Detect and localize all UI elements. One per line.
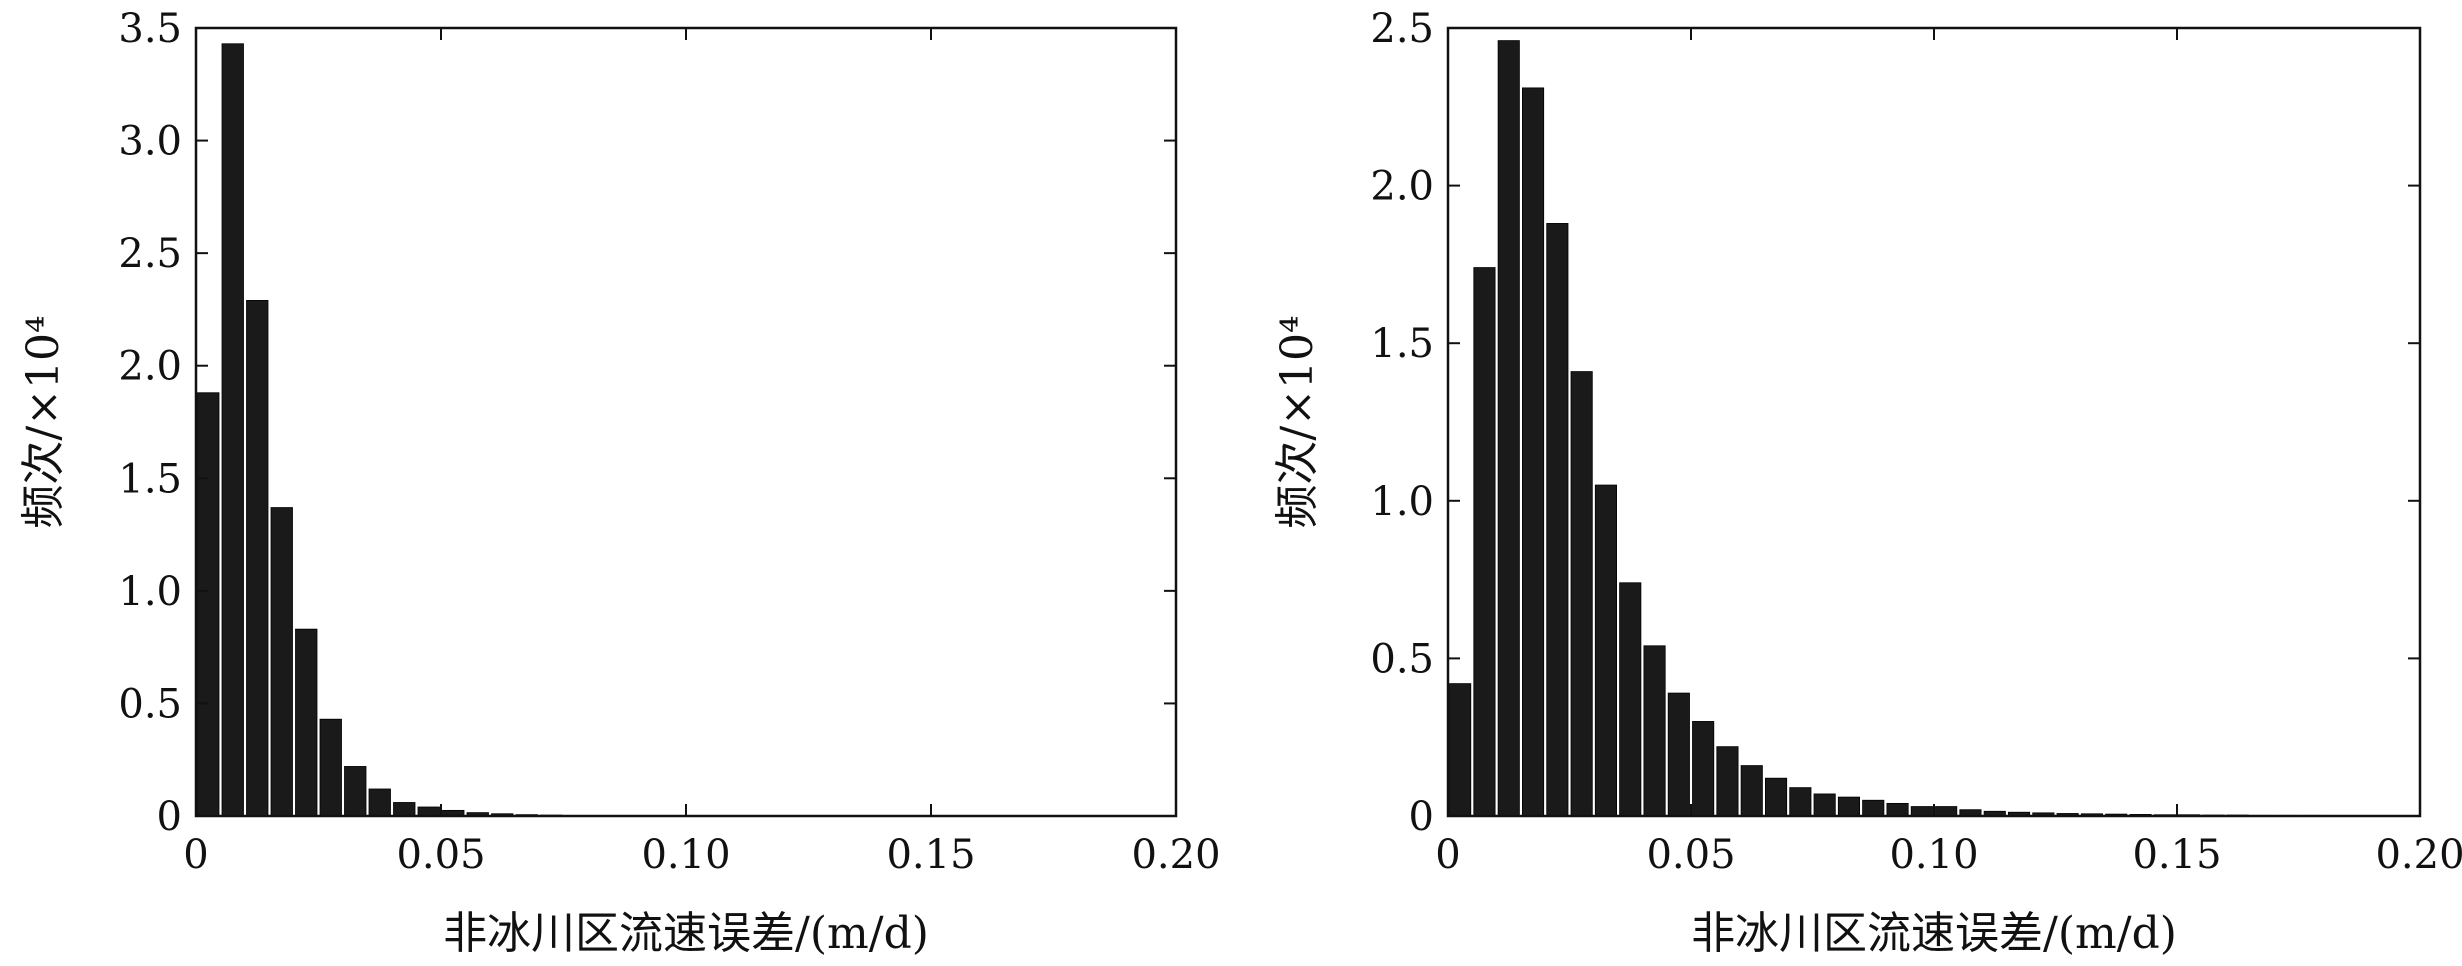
x-axis-title: 非冰川区流速误差/(m/d)	[443, 908, 929, 959]
y-tick-label: 3.0	[118, 119, 182, 165]
y-tick-label: 2.0	[118, 344, 182, 390]
histogram-bar	[319, 718, 342, 817]
x-tick-label: 0.20	[1131, 832, 1220, 878]
y-tick-label: 3.5	[118, 6, 182, 52]
histogram-bar	[417, 806, 440, 817]
histogram-bar	[221, 43, 244, 817]
y-tick-label: 0	[1409, 794, 1434, 840]
histogram-bar	[246, 300, 269, 817]
histogram-bar	[1473, 267, 1496, 817]
x-tick-label: 0.10	[641, 832, 730, 878]
histogram-bar	[393, 802, 416, 817]
x-tick-label: 0.20	[2375, 832, 2462, 878]
histogram-bar	[1813, 793, 1836, 817]
y-tick-label: 1.5	[1370, 321, 1434, 367]
plot-frame	[1446, 26, 2422, 818]
histogram-bar	[1740, 765, 1763, 817]
histogram-bar	[1692, 721, 1715, 817]
histogram-bar	[1837, 796, 1861, 817]
x-tick-label: 0.05	[396, 832, 485, 878]
histogram-bar	[197, 392, 220, 817]
x-tick-label: 0.15	[2132, 832, 2221, 878]
x-tick-label: 0	[1435, 832, 1460, 878]
histogram-bar	[1546, 223, 1569, 817]
histogram-bar	[1716, 746, 1739, 817]
histogram-bar	[1935, 806, 1958, 817]
y-tick-label: 2.5	[118, 231, 182, 277]
y-axis-title: 频次/×10⁴	[1272, 315, 1323, 528]
histogram-bar	[1594, 484, 1618, 817]
histogram-bar	[1570, 371, 1593, 817]
x-tick-label: 0.15	[886, 832, 975, 878]
x-tick-label: 0.05	[1646, 832, 1735, 878]
histogram-bar	[1497, 40, 1520, 817]
histogram-bar	[1910, 806, 1933, 817]
x-axis-title: 非冰川区流速误差/(m/d)	[1691, 908, 2177, 959]
y-tick-label: 1.0	[1370, 479, 1434, 525]
histogram-bar	[368, 788, 391, 817]
histogram-bar	[344, 766, 367, 817]
histogram-bar	[1789, 787, 1812, 817]
y-tick-label: 0.5	[1370, 636, 1434, 682]
histogram-bar	[1619, 582, 1642, 817]
y-tick-label: 1.5	[118, 456, 182, 502]
chart-panel-2: 0 0.05 0.10 0.15 0.20 0 0.5 1.0 1.5 2.0 2.5 非冰川区流速误…	[1272, 6, 2462, 959]
histogram-bar	[1667, 692, 1690, 817]
x-tick-label: 0	[183, 832, 208, 878]
histogram-bar	[270, 507, 293, 817]
y-axis-title: 频次/×10⁴	[18, 315, 69, 528]
chart-panel-1: 0 0.05 0.10 0.15 0.20 0 0.5 1.0 1.5 2.0 2.5 3.0 3.5 非…	[18, 6, 1221, 959]
histogram-bar	[1643, 645, 1666, 817]
y-tick-label: 2.0	[1370, 164, 1434, 210]
plot-frame	[194, 26, 1178, 818]
histogram-bar	[1522, 87, 1545, 817]
histogram-bar	[1765, 777, 1788, 817]
histogram-bar	[1449, 683, 1472, 817]
y-tick-label: 1.0	[118, 569, 182, 615]
histogram-bar	[1862, 799, 1885, 817]
y-tick-label: 0.5	[118, 681, 182, 727]
histogram-bar	[1886, 802, 1909, 817]
x-tick-label: 0.10	[1889, 832, 1978, 878]
y-tick-label: 2.5	[1370, 6, 1434, 52]
y-tick-label: 0	[157, 794, 182, 840]
histogram-bar	[295, 628, 318, 817]
